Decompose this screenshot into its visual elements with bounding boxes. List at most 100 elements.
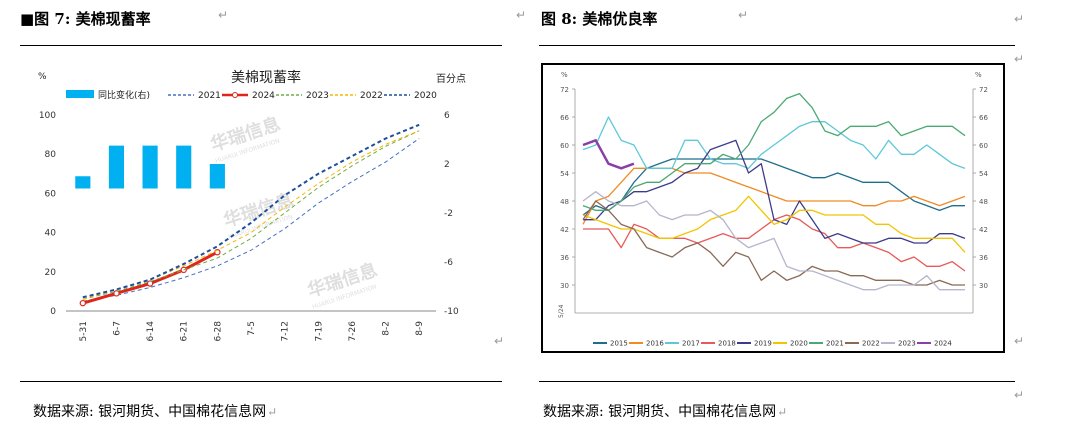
y-right-tick-label: 42 bbox=[979, 226, 988, 234]
legend-label: 2024 bbox=[934, 340, 952, 348]
legend-label: 2022 bbox=[862, 340, 880, 348]
paragraph-mark: ↵ bbox=[777, 405, 788, 419]
legend-label: 2023 bbox=[306, 91, 329, 101]
bar bbox=[142, 145, 158, 189]
y-right-tick-label: 30 bbox=[979, 282, 988, 290]
legend-label: 2015 bbox=[610, 340, 628, 348]
paragraph-mark: ↵ bbox=[494, 334, 505, 348]
data-point bbox=[146, 280, 154, 287]
y-right-tick-label: 60 bbox=[979, 142, 988, 150]
legend-swatch bbox=[66, 90, 94, 98]
series-line-2017 bbox=[582, 116, 966, 169]
y-left-tick-label: 54 bbox=[560, 170, 569, 178]
source-text: 数据来源: 银河期货、中国棉花信息网 bbox=[543, 404, 777, 420]
x-tick-label: 8-9 bbox=[415, 321, 425, 336]
title-rule-left bbox=[20, 45, 502, 46]
y-right-tick-label: 48 bbox=[979, 198, 988, 206]
data-point bbox=[113, 290, 120, 297]
x-tick-label: 7-26 bbox=[348, 321, 358, 342]
y-left-tick-label: 36 bbox=[560, 254, 569, 262]
y-right-unit: 百分点 bbox=[436, 73, 466, 85]
legend-label: 2020 bbox=[790, 340, 808, 348]
y-left-tick-label: 30 bbox=[560, 282, 569, 290]
series-line-2021 bbox=[82, 138, 420, 302]
x-tick-label: 6-14 bbox=[146, 321, 156, 342]
series-line-2023 bbox=[82, 130, 420, 300]
x-tick-label: 5-31 bbox=[79, 321, 89, 341]
legend-label: 2018 bbox=[718, 340, 736, 348]
legend-label: 同比变化(右) bbox=[98, 89, 150, 101]
y-left-tick-label: 48 bbox=[560, 198, 569, 206]
x-tick-label: 8-2 bbox=[382, 321, 392, 336]
y-right-tick-label: 66 bbox=[979, 114, 988, 122]
bar bbox=[108, 145, 125, 189]
y-right-tick-label: -6 bbox=[444, 258, 453, 268]
paragraph-mark: ↵ bbox=[1014, 52, 1025, 66]
chart-title: 美棉现蓄率 bbox=[231, 69, 301, 86]
right-chart: % % 5/24 30 36 42 48 54 60 66 72 30 36 42 48 54 60 66 7… bbox=[541, 63, 1005, 353]
paragraph-mark: ↵ bbox=[1014, 12, 1025, 26]
series-line-2019 bbox=[583, 139, 966, 244]
bar bbox=[209, 164, 225, 189]
series-line-2020 bbox=[82, 123, 420, 299]
plot-area: 0 20 40 60 80 100 -10 -6 -2 2 6 5-31 6-7 6-14 6-21 6-28… bbox=[39, 111, 459, 341]
y-left-tick-label: 80 bbox=[45, 150, 57, 160]
bar bbox=[176, 145, 192, 189]
legend: 2015 2016 2017 2018 2019 2020 2021 2022 2023 2024 bbox=[593, 340, 952, 348]
left-chart: 美棉现蓄率 % 百分点 同比变化(右) 2021 2024 2023 2022 20 20 … bbox=[38, 69, 466, 341]
paragraph-mark: ↵ bbox=[267, 405, 278, 419]
y-left-tick-label: 40 bbox=[45, 229, 57, 239]
y-left-tick-label: 72 bbox=[560, 86, 569, 94]
legend-label: 2021 bbox=[198, 91, 221, 101]
legend-label: 2016 bbox=[646, 340, 664, 348]
source-text: 数据来源: 银河期货、中国棉花信息网 bbox=[33, 404, 267, 420]
legend-label: 2022 bbox=[360, 91, 383, 101]
figure-8-title: 图 8: 美棉优良率 bbox=[541, 10, 658, 28]
y-right-tick-label: 2 bbox=[444, 160, 450, 170]
legend-label: 2017 bbox=[682, 340, 700, 348]
legend-marker bbox=[232, 92, 238, 98]
paragraph-mark: ↵ bbox=[1014, 388, 1025, 402]
series-line-2023 bbox=[582, 191, 965, 291]
watermark: 华瑞信息 华瑞信息 华瑞信息 HUARUI INFORMATION HUARUI… bbox=[208, 113, 380, 311]
y-right-tick-label: -10 bbox=[444, 307, 459, 317]
plot-area: 30 36 42 48 54 60 66 72 30 36 42 48 54 60 66 72 bbox=[560, 86, 988, 314]
right-source: 数据来源: 银河期货、中国棉花信息网↵ bbox=[543, 401, 787, 421]
source-rule-right bbox=[539, 381, 1015, 382]
data-point bbox=[79, 299, 87, 307]
x-tick-label: 6-7 bbox=[112, 321, 122, 336]
y-left-tick-label: 100 bbox=[39, 111, 56, 121]
y-left-tick-label: 60 bbox=[45, 189, 57, 199]
y-right-tick-label: -2 bbox=[444, 209, 453, 219]
y-right-unit: % bbox=[975, 71, 982, 79]
title-rule-right bbox=[539, 45, 1015, 46]
y-left-tick-label: 20 bbox=[45, 268, 57, 278]
legend-label: 2019 bbox=[754, 340, 772, 348]
left-source: 数据来源: 银河期货、中国棉花信息网↵ bbox=[33, 401, 277, 421]
x-tick-label: 7-19 bbox=[314, 321, 324, 342]
y-right-tick-label: 6 bbox=[444, 111, 450, 121]
legend-label: 2024 bbox=[252, 91, 275, 101]
y-left-tick-label: 0 bbox=[50, 307, 56, 317]
y-right-tick-label: 72 bbox=[979, 86, 988, 94]
x-tick-label: 6-28 bbox=[213, 321, 223, 342]
y-left-tick-label: 60 bbox=[560, 142, 569, 150]
x-tick-label: 6-21 bbox=[180, 321, 190, 341]
paragraph-mark: ↵ bbox=[738, 8, 749, 22]
series-line-2020 bbox=[582, 195, 966, 253]
paragraph-mark: ↵ bbox=[516, 8, 527, 22]
figure-7-title: ■图 7: 美棉现蓄率 bbox=[20, 10, 151, 28]
legend-label: 2020 bbox=[414, 91, 437, 101]
legend-label: 2021 bbox=[826, 340, 844, 348]
paragraph-mark: ↵ bbox=[218, 8, 229, 22]
series-line-2024 bbox=[582, 139, 635, 170]
legend-label: 2023 bbox=[898, 340, 916, 348]
series-line-2022 bbox=[582, 200, 965, 286]
y-right-tick-label: 54 bbox=[979, 170, 988, 178]
legend: 同比变化(右) 2021 2024 2023 2022 2020 bbox=[66, 89, 437, 101]
y-left-unit: % bbox=[38, 72, 47, 82]
paragraph-mark: ↵ bbox=[1014, 334, 1025, 348]
x-tick-label: 7-12 bbox=[281, 321, 291, 341]
source-rule-left bbox=[20, 381, 502, 382]
series-line-2021 bbox=[582, 93, 966, 211]
